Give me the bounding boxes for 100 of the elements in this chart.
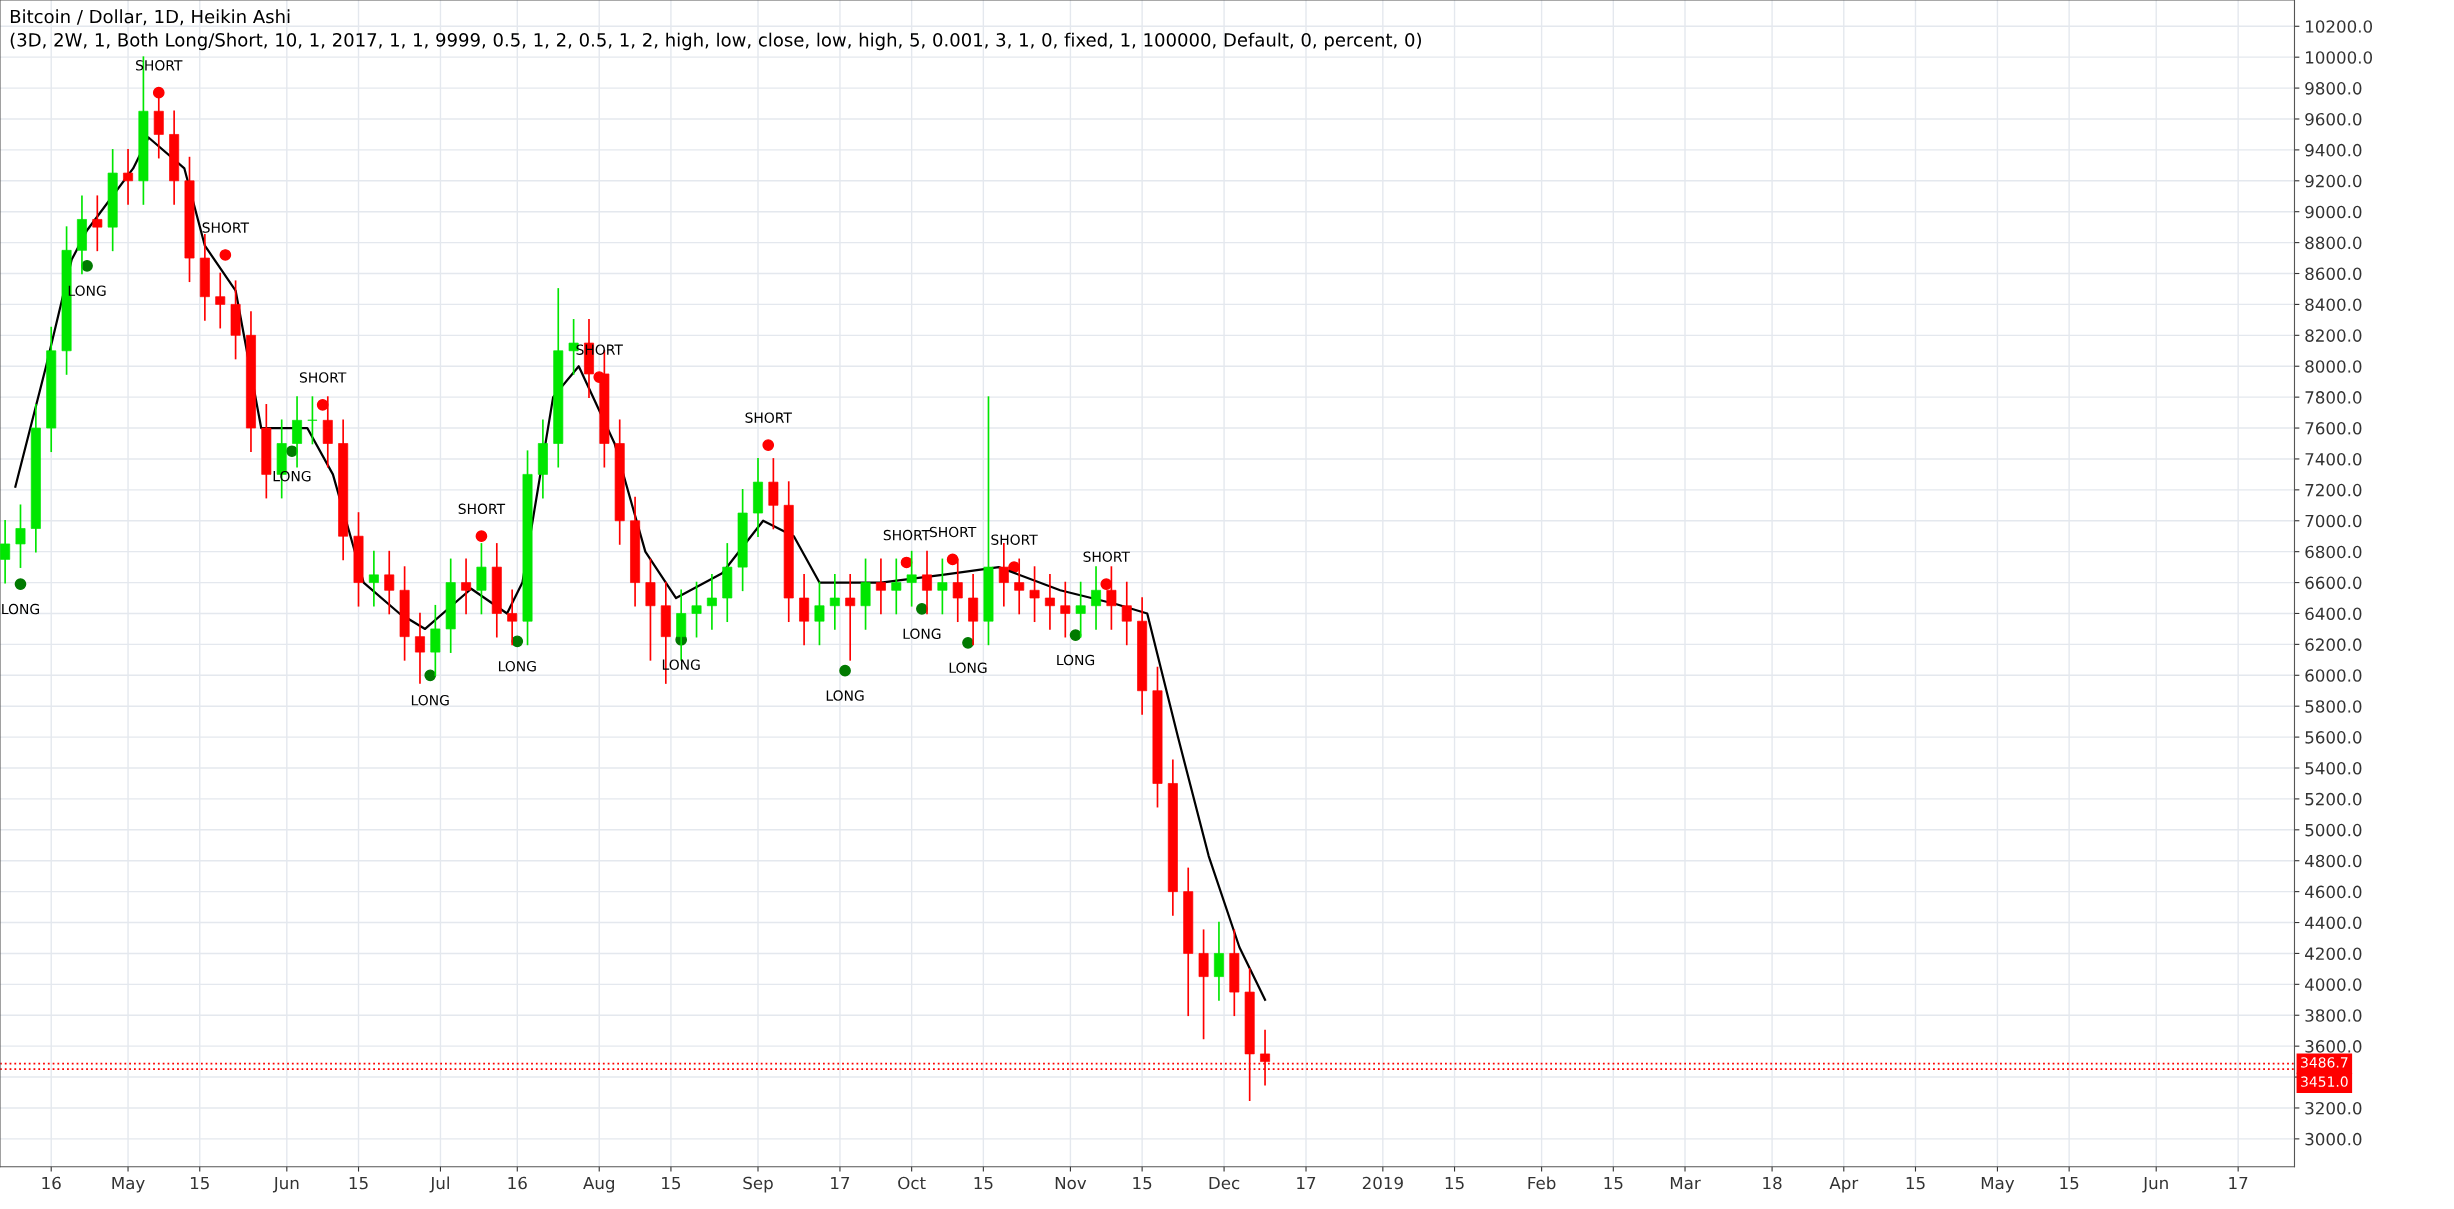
x-tick-label: 15 — [662, 1176, 681, 1190]
candlestick — [430, 604, 441, 677]
x-tick-label: Oct — [898, 1176, 926, 1190]
candlestick — [1213, 921, 1224, 1001]
candlestick — [860, 558, 871, 630]
candlestick — [906, 550, 917, 607]
annotation: SHORT — [991, 534, 1038, 545]
candlestick — [691, 581, 702, 638]
point — [962, 636, 974, 649]
annotation: SHORT — [1083, 551, 1130, 562]
candlestick — [92, 195, 103, 252]
point — [475, 530, 488, 543]
y-tick-label: 8400.0 — [2305, 298, 2362, 311]
x-tick-label: Jun — [272, 1176, 299, 1193]
x-tick-label: Apr — [1829, 1176, 1859, 1193]
y-tick-label: 7800.0 — [2305, 391, 2362, 404]
y-tick-label: 4400.0 — [2305, 916, 2362, 930]
text: (3D, 2W, 1, Both Long/Short, 10, 1, 2017, 1, 1, 9999, 0.5, 1, 2, 0.5, 1, 2, high, low, close, low, high, 5, 0.001, 3, 1, 0, fixed, 1, 100000, Default, 0, percent, 0) — [10, 32, 1421, 51]
y-tick-label: 4200.0 — [2305, 947, 2362, 961]
x-tick-label: Nov — [1055, 1176, 1087, 1190]
annotation: LONG — [498, 660, 536, 672]
point — [81, 259, 93, 272]
annotation: LONG — [949, 662, 987, 674]
legend-label: 3451.0 — [2301, 1076, 2348, 1087]
x-tick-label: 2019 — [1362, 1176, 1403, 1190]
x-tick-label: 15 — [974, 1176, 993, 1190]
candlestick — [1060, 581, 1071, 638]
y-tick-label: 7400.0 — [2305, 452, 2362, 466]
x-tick-label: 15 — [2060, 1176, 2079, 1190]
y-tick-label: 3000.0 — [2305, 1132, 2362, 1146]
annotation: SHORT — [299, 372, 347, 383]
candlestick — [476, 543, 487, 615]
candlestick — [845, 574, 856, 661]
x-tick-label: 17 — [2229, 1176, 2248, 1190]
candlestick — [1075, 581, 1086, 638]
candlestick — [1121, 581, 1132, 646]
x-tick-label: 15 — [190, 1176, 209, 1190]
candlestick — [1029, 566, 1040, 623]
candlestick — [384, 550, 395, 615]
annotation: SHORT — [458, 503, 506, 515]
candlestick — [706, 574, 717, 630]
candlestick — [814, 581, 825, 646]
candlestick — [368, 550, 379, 607]
point — [14, 578, 27, 590]
x-tick-label: Aug — [583, 1176, 614, 1193]
point — [1069, 629, 1082, 641]
y-tick-label: 7600.0 — [2305, 422, 2362, 435]
x-tick-label: Jul — [429, 1176, 449, 1193]
y-tick-label: 6600.0 — [2305, 576, 2362, 590]
y-tick-label: 3600.0 — [2305, 1040, 2362, 1053]
candlestick — [292, 396, 303, 468]
y-tick-label: 8800.0 — [2305, 236, 2362, 250]
x-tick-label: May — [1981, 1176, 2015, 1193]
candlestick — [922, 550, 932, 615]
ref-line-label: 3486.7 — [2301, 1057, 2348, 1068]
x-tick-label: 17 — [831, 1176, 850, 1190]
annotation: SHORT — [883, 529, 931, 541]
y-tick-label: 6400.0 — [2305, 607, 2362, 621]
y-tick-label: 6000.0 — [2305, 669, 2362, 682]
annotation: LONG — [826, 690, 864, 701]
point — [219, 249, 232, 261]
y-tick-label: 5400.0 — [2305, 761, 2362, 775]
candlestick — [645, 558, 656, 661]
y-tick-label: 5000.0 — [2305, 823, 2362, 837]
y-tick-label: 4000.0 — [2305, 978, 2362, 991]
x-tick-label: 15 — [1133, 1176, 1152, 1190]
point — [916, 602, 928, 615]
point — [946, 553, 959, 566]
point — [316, 399, 329, 411]
x-tick-label: Mar — [1670, 1176, 1701, 1190]
y-tick-label: 7000.0 — [2305, 514, 2362, 528]
x-tick-label: 16 — [42, 1176, 61, 1190]
point — [511, 635, 524, 648]
y-tick-label: 5800.0 — [2305, 700, 2362, 713]
candlestick — [799, 574, 810, 646]
y-tick-label: 9400.0 — [2305, 143, 2362, 157]
y-tick-label: 7200.0 — [2305, 483, 2362, 497]
candlestick — [15, 504, 26, 568]
y-tick-label: 3800.0 — [2305, 1009, 2362, 1022]
candlestick — [1091, 566, 1101, 630]
candlestick — [1198, 929, 1209, 1040]
candlestick — [891, 558, 902, 615]
point — [424, 669, 437, 682]
x-tick-label: 15 — [349, 1176, 368, 1190]
y-tick-label: 6800.0 — [2305, 545, 2362, 559]
candlestick — [0, 519, 11, 584]
candlestick — [123, 149, 133, 205]
annotation: SHORT — [745, 412, 792, 423]
candlestick — [968, 574, 979, 646]
y-tick-label: 8200.0 — [2305, 329, 2362, 342]
y-tick-label: 9000.0 — [2305, 205, 2362, 219]
candlestick — [507, 589, 518, 646]
y-tick-label: 5200.0 — [2305, 792, 2362, 806]
annotation: SHORT — [202, 222, 250, 233]
candlestick — [415, 612, 425, 684]
x-tick-label: 15 — [1445, 1176, 1464, 1190]
annotation: LONG — [903, 628, 941, 640]
candlestick — [875, 558, 886, 615]
y-tick-label: 10200.0 — [2306, 20, 2373, 33]
x-tick-label: 15 — [1604, 1176, 1623, 1190]
